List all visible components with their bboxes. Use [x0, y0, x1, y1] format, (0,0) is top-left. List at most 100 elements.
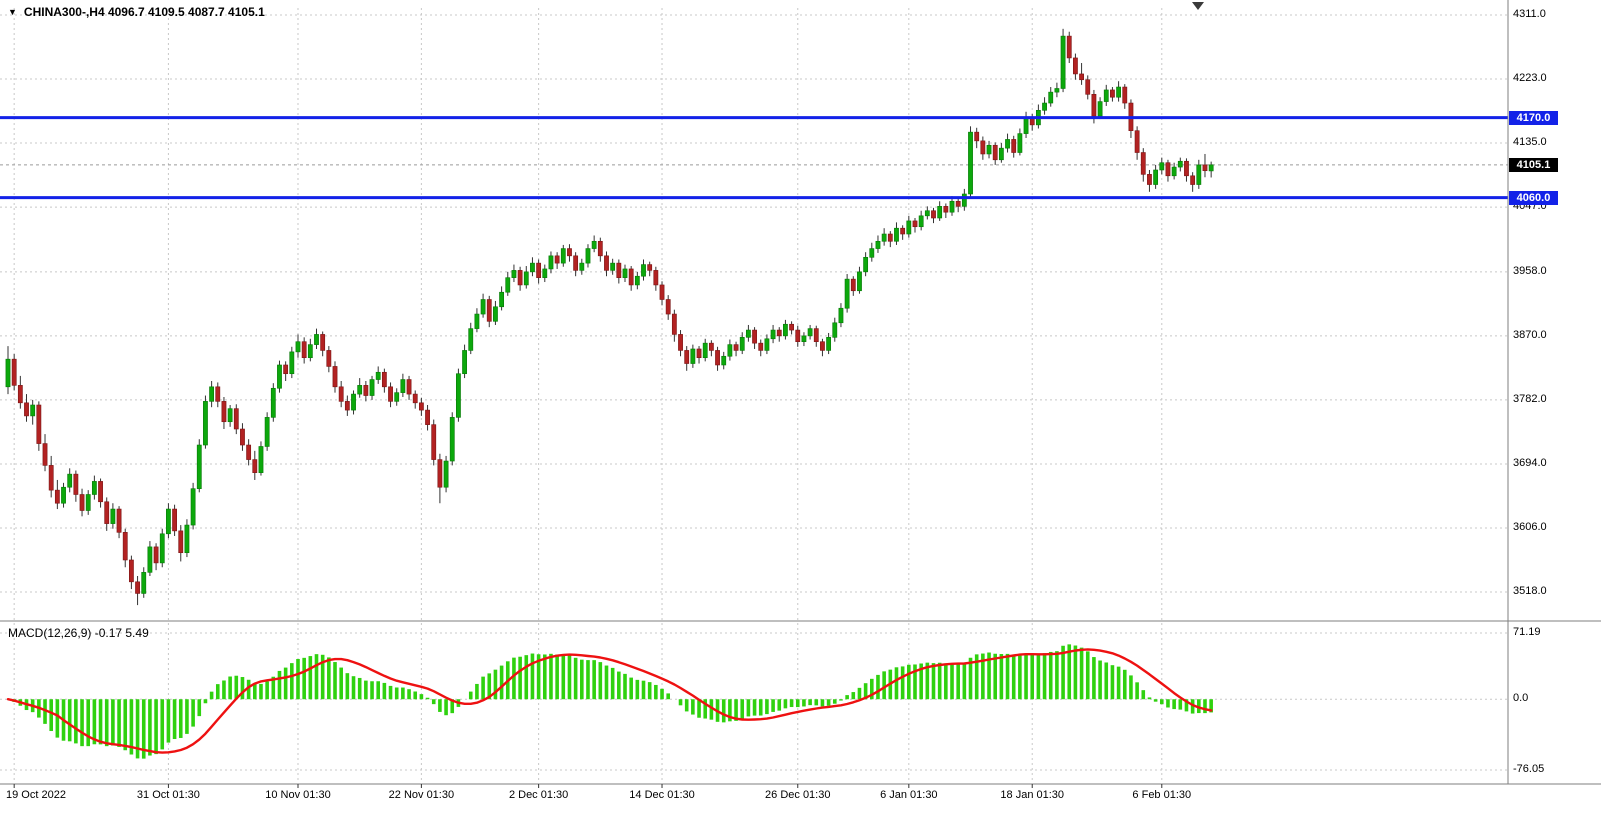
macd-histogram-bar	[765, 699, 769, 715]
candle-body	[567, 248, 572, 257]
candle-body	[857, 271, 862, 292]
macd-histogram-bar	[308, 656, 313, 700]
macd-histogram-bar	[302, 657, 306, 700]
candle-body	[548, 255, 554, 270]
hline-price-tag[interactable]: 4060.0	[1509, 190, 1558, 205]
candle-body	[301, 341, 307, 359]
macd-histogram-bar	[327, 657, 331, 700]
candle-body	[616, 262, 622, 278]
candle-body	[307, 344, 313, 359]
macd-histogram-bar	[684, 699, 689, 712]
candle-body	[863, 256, 869, 273]
macd-histogram-bar	[1209, 699, 1213, 713]
macd-histogram-bar	[783, 699, 788, 709]
candle-body	[1159, 162, 1165, 171]
macd-histogram-bar	[703, 699, 708, 719]
candle-body	[1196, 164, 1202, 185]
candle-body	[641, 264, 646, 277]
macd-histogram-bar	[160, 699, 165, 750]
time-axis-label: 14 Dec 01:30	[629, 789, 695, 801]
candle-body	[1147, 174, 1152, 185]
macd-histogram-bar	[148, 699, 152, 756]
macd-histogram-bar	[981, 653, 985, 700]
macd-histogram-bar	[1197, 699, 1201, 714]
macd-histogram-bar	[1011, 655, 1016, 700]
candle-body	[1085, 79, 1091, 95]
macd-histogram-bar	[931, 663, 936, 700]
candle-body	[456, 373, 461, 418]
macd-histogram-bar	[876, 674, 880, 700]
macd-histogram-bar	[240, 677, 245, 700]
macd-histogram-bar	[573, 657, 578, 700]
macd-histogram-bar	[104, 699, 109, 747]
candle-body	[918, 215, 924, 228]
candle-body	[1054, 88, 1060, 93]
candle-body	[468, 328, 474, 351]
macd-histogram-bar	[1147, 697, 1152, 700]
candle-body	[190, 488, 196, 526]
candle-body	[129, 559, 134, 583]
chart-shift-marker-icon[interactable]	[1192, 2, 1204, 10]
candle-body	[381, 371, 387, 388]
macd-histogram-bar	[795, 699, 800, 708]
macd-histogram-bar	[561, 654, 566, 700]
macd-histogram-bar	[191, 699, 195, 727]
candle-body	[727, 344, 733, 357]
candle-body	[585, 248, 591, 264]
macd-histogram-bar	[209, 691, 214, 700]
macd-histogram-bar	[135, 699, 140, 759]
macd-histogram-bar	[1030, 654, 1035, 700]
candle-body	[1011, 139, 1017, 153]
candle-body	[1153, 169, 1159, 185]
macd-histogram-bar	[345, 673, 350, 700]
candle-body	[653, 270, 659, 286]
candle-body	[196, 444, 202, 489]
candle-body	[406, 379, 412, 395]
macd-histogram-bar	[314, 654, 319, 700]
chart-collapse-icon[interactable]: ▼	[8, 7, 17, 17]
macd-histogram-bar	[86, 699, 91, 747]
candle-body	[264, 417, 270, 447]
candle-body	[783, 323, 788, 337]
macd-histogram-bar	[654, 684, 658, 700]
macd-histogram-bar	[814, 699, 819, 706]
macd-histogram-bar	[290, 663, 294, 700]
candle-body	[474, 313, 480, 329]
candle-body	[499, 291, 504, 308]
candle-body	[11, 358, 17, 386]
macd-histogram-bar	[129, 699, 134, 755]
macd-histogram-bar	[1203, 699, 1207, 714]
candle-body	[1184, 160, 1189, 177]
macd-histogram-bar	[1073, 645, 1078, 700]
macd-histogram-bar	[166, 699, 171, 743]
macd-histogram-bar	[586, 660, 590, 700]
macd-histogram-bar	[123, 699, 128, 751]
candle-body	[240, 428, 245, 446]
symbol-ohlc-label: CHINA300-,H4 4096.7 4109.5 4087.7 4105.1	[23, 5, 265, 19]
hline-price-tag[interactable]: 4170.0	[1509, 110, 1558, 125]
candle-body	[955, 200, 961, 207]
macd-histogram-bar	[1153, 699, 1158, 702]
macd-histogram-bar	[277, 670, 282, 700]
macd-histogram-bar	[660, 688, 664, 700]
macd-histogram-bar	[1079, 647, 1084, 700]
macd-histogram-bar	[956, 664, 960, 700]
candle-body	[289, 351, 295, 375]
macd-histogram-bar	[536, 654, 541, 700]
macd-histogram-bar	[425, 697, 430, 700]
time-axis-label: 22 Nov 01:30	[388, 789, 455, 801]
macd-histogram-bar	[1061, 645, 1065, 700]
candle-body	[591, 240, 597, 249]
candle-body	[696, 348, 702, 359]
macd-histogram-bar	[438, 699, 442, 712]
price-tick-label: 3870.0	[1513, 328, 1547, 341]
candle-body	[937, 206, 943, 219]
macd-histogram-bar	[419, 694, 424, 700]
macd-histogram-bar	[1135, 682, 1139, 700]
macd-histogram-bar	[592, 660, 596, 700]
macd-histogram-bar	[623, 673, 627, 700]
